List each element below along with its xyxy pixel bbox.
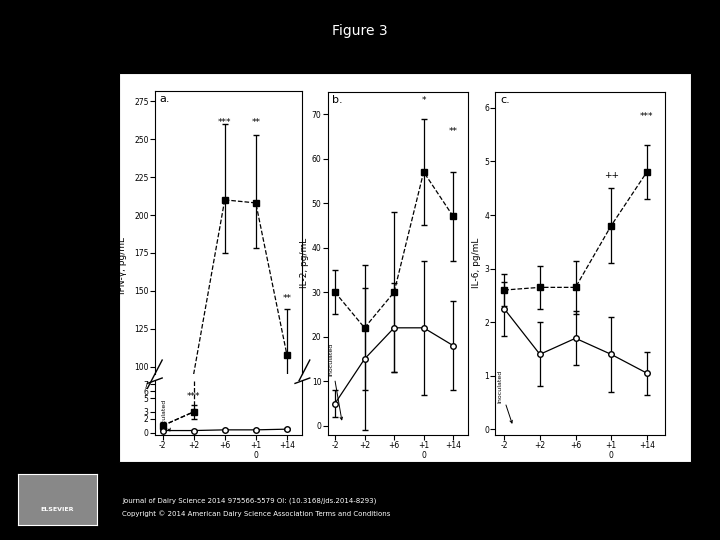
Text: **: ** <box>282 294 292 303</box>
Text: Inoculated: Inoculated <box>329 342 343 420</box>
Y-axis label: IL-2, pg/mL: IL-2, pg/mL <box>300 238 309 288</box>
Text: Figure 3: Figure 3 <box>332 24 388 38</box>
Text: ***: *** <box>187 393 200 401</box>
Text: ***: *** <box>640 112 654 122</box>
Text: Inoculated: Inoculated <box>498 370 513 423</box>
Text: Days relative to virus inoculation: Days relative to virus inoculation <box>296 467 503 477</box>
Text: Inoculated: Inoculated <box>161 399 170 432</box>
Text: **: ** <box>449 127 458 136</box>
Text: Journal of Dairy Science 2014 975566-5579 OI: (10.3168/jds.2014-8293): Journal of Dairy Science 2014 975566-557… <box>122 498 377 504</box>
Text: Copyright © 2014 American Dairy Science Association Terms and Conditions: Copyright © 2014 American Dairy Science … <box>122 511 391 517</box>
Text: **: ** <box>251 118 261 127</box>
Text: ELSEVIER: ELSEVIER <box>41 507 74 512</box>
Text: c.: c. <box>500 95 510 105</box>
Text: ***: *** <box>218 118 231 127</box>
Y-axis label: IL-6, pg/mL: IL-6, pg/mL <box>472 238 482 288</box>
Text: b.: b. <box>332 95 343 105</box>
Text: *: * <box>421 96 426 105</box>
Text: ++: ++ <box>603 171 618 180</box>
Text: a.: a. <box>159 93 170 104</box>
Text: IFN-γ, pg/mL: IFN-γ, pg/mL <box>118 238 127 294</box>
